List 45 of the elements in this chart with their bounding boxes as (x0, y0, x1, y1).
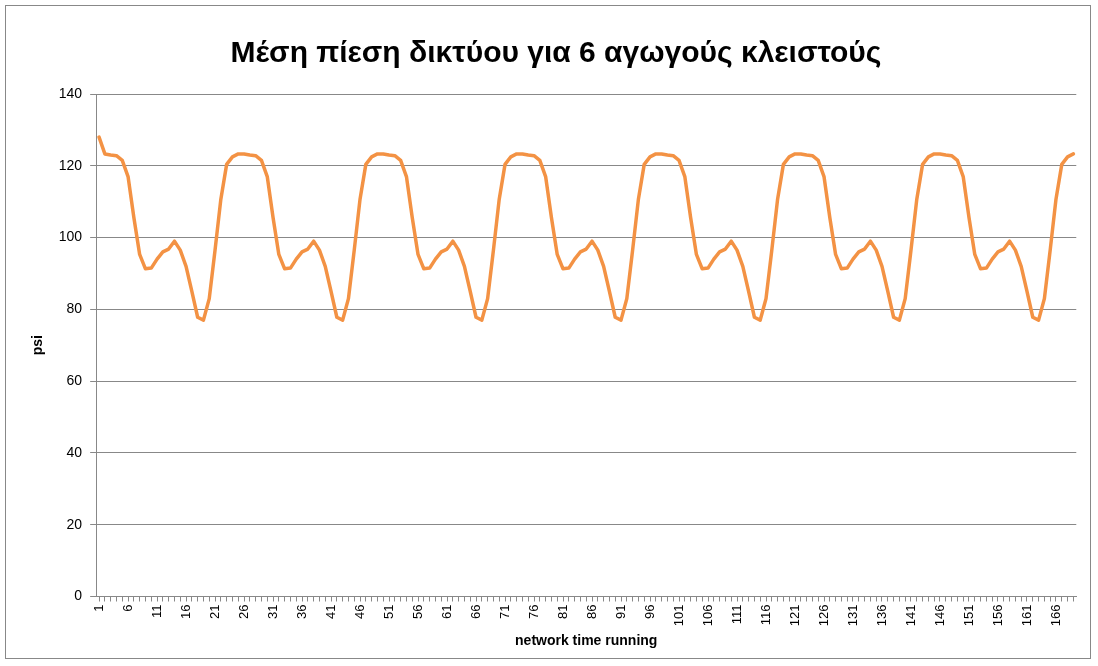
x-tick-label: 101 (670, 604, 686, 627)
x-tick-label: 21 (206, 604, 222, 619)
x-tick-label: 151 (960, 604, 976, 627)
x-tick-label: 141 (902, 604, 918, 627)
x-tick-label: 41 (322, 604, 338, 619)
x-tick-label: 1 (90, 604, 106, 612)
y-tick-label: 60 (66, 372, 83, 389)
x-tick-label: 106 (699, 604, 715, 627)
y-tick-label: 40 (66, 443, 83, 460)
x-tick-label: 71 (496, 604, 512, 619)
x-tick-label: 31 (264, 604, 280, 619)
x-tick-label: 126 (815, 604, 831, 627)
x-tick-label: 121 (786, 604, 802, 627)
y-tick-label: 0 (74, 587, 83, 604)
y-tick-label: 20 (66, 515, 83, 532)
x-tick-label: 96 (641, 604, 657, 619)
y-tick-label: 100 (58, 228, 83, 245)
x-tick-label: 111 (728, 604, 744, 625)
x-tick-label: 166 (1047, 604, 1063, 627)
y-axis-title: psi (29, 335, 46, 356)
x-tick-label: 136 (873, 604, 889, 627)
x-tick-label: 11 (148, 604, 164, 619)
x-tick-label: 116 (757, 604, 773, 626)
chart-title: Μέση πίεση δικτύου για 6 αγωγούς κλειστούς (230, 35, 882, 69)
x-tick-label: 86 (583, 604, 599, 619)
y-tick-label: 80 (66, 300, 83, 317)
x-tick-label: 156 (989, 604, 1005, 627)
x-tick-label: 46 (351, 604, 367, 619)
y-tick-label: 140 (58, 84, 83, 101)
x-tick-label: 6 (119, 604, 135, 612)
x-tick-label: 161 (1018, 604, 1034, 627)
x-tick-label: 56 (409, 604, 425, 619)
y-tick-label: 120 (58, 156, 83, 173)
x-tick-label: 76 (525, 604, 541, 619)
x-tick-label: 36 (293, 604, 309, 619)
x-tick-label: 81 (554, 604, 570, 619)
x-tick-label: 16 (177, 604, 193, 619)
x-tick-label: 91 (612, 604, 628, 619)
x-tick-label: 66 (467, 604, 483, 619)
x-tick-label: 146 (931, 604, 947, 627)
x-tick-label: 131 (844, 604, 860, 627)
x-axis-title: network time running (515, 632, 658, 649)
x-tick-label: 26 (235, 604, 251, 619)
x-tick-label: 51 (380, 604, 396, 619)
x-tick-label: 61 (438, 604, 454, 619)
